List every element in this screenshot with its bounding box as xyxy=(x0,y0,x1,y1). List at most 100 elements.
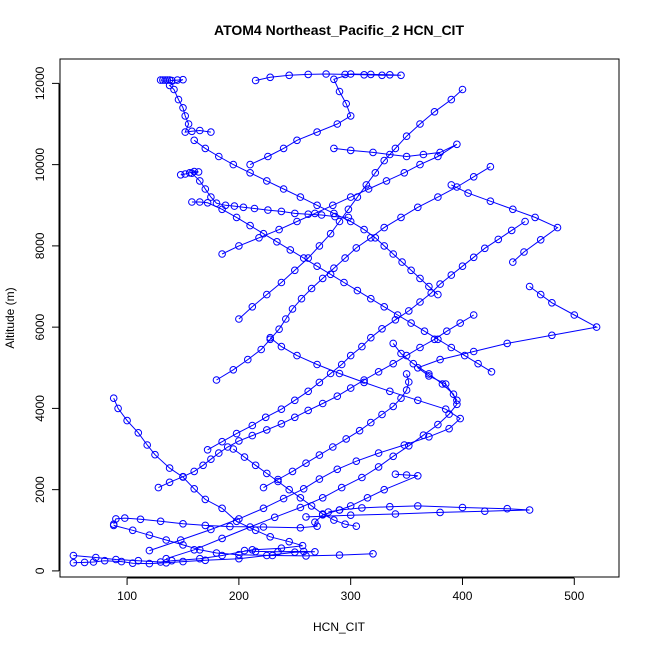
data-point xyxy=(364,185,373,193)
data-point xyxy=(285,71,294,80)
data-point xyxy=(248,431,257,440)
data-point xyxy=(330,516,338,524)
data-point xyxy=(232,213,241,222)
data-point xyxy=(386,387,394,396)
y-tick-label: 4000 xyxy=(33,395,47,422)
data-point xyxy=(330,144,338,153)
data-point xyxy=(277,544,286,553)
data-point xyxy=(474,359,482,368)
data-point xyxy=(251,76,260,85)
data-point xyxy=(326,229,335,238)
data-point xyxy=(296,524,305,532)
data-point xyxy=(407,266,415,275)
data-point xyxy=(371,169,380,177)
data-point xyxy=(215,449,223,457)
y-tick-label: 8000 xyxy=(33,232,47,259)
data-point xyxy=(447,343,456,352)
series-line-14 xyxy=(191,201,492,373)
data-point xyxy=(156,558,165,566)
data-point xyxy=(425,282,433,291)
data-point xyxy=(531,213,539,222)
data-point xyxy=(592,323,601,331)
data-point xyxy=(441,380,450,388)
data-point xyxy=(302,513,310,521)
data-point xyxy=(264,152,272,161)
data-point xyxy=(143,441,151,449)
data-point xyxy=(188,127,196,136)
data-point xyxy=(367,70,375,79)
data-point xyxy=(434,152,442,161)
data-point xyxy=(259,504,268,513)
data-point xyxy=(235,554,243,563)
data-point xyxy=(248,546,257,554)
data-point xyxy=(165,81,174,90)
data-point xyxy=(520,248,528,256)
data-point xyxy=(285,485,294,494)
data-point xyxy=(414,472,422,480)
data-point xyxy=(416,160,424,169)
data-point xyxy=(378,325,386,333)
data-point xyxy=(318,399,327,408)
data-point xyxy=(453,400,461,409)
data-point xyxy=(315,475,324,483)
data-point xyxy=(246,160,254,169)
data-point xyxy=(416,343,424,352)
data-point xyxy=(80,558,89,567)
data-point xyxy=(291,266,299,275)
data-point xyxy=(380,485,389,494)
data-point xyxy=(346,146,355,155)
data-point xyxy=(369,550,377,558)
data-point xyxy=(352,522,361,531)
data-point xyxy=(304,70,313,79)
data-point xyxy=(145,531,154,540)
data-point xyxy=(414,203,422,212)
data-point xyxy=(114,404,122,413)
data-point xyxy=(487,368,496,376)
data-point xyxy=(196,546,204,554)
series-line-9 xyxy=(238,89,463,320)
data-point xyxy=(239,203,248,212)
data-point xyxy=(196,126,204,135)
data-point xyxy=(397,394,405,403)
data-point xyxy=(179,557,187,566)
data-point xyxy=(397,349,405,358)
data-point xyxy=(313,522,321,531)
data-point xyxy=(201,556,210,565)
data-point xyxy=(275,325,283,334)
data-point xyxy=(367,294,375,303)
data-point xyxy=(286,246,295,254)
data-point xyxy=(190,167,198,176)
data-point xyxy=(548,299,556,307)
series-line-16 xyxy=(249,73,402,166)
data-point xyxy=(503,339,512,348)
data-point xyxy=(121,514,129,522)
data-point xyxy=(218,504,226,513)
data-point xyxy=(168,76,176,85)
data-point xyxy=(405,378,413,386)
data-point xyxy=(207,193,215,201)
x-tick-label: 400 xyxy=(452,589,472,603)
data-point xyxy=(342,99,351,108)
data-point xyxy=(434,335,442,344)
data-point xyxy=(360,378,368,387)
data-point xyxy=(443,327,451,336)
data-point xyxy=(335,551,344,559)
data-point xyxy=(509,205,517,214)
data-point xyxy=(402,152,411,161)
data-point xyxy=(136,515,145,524)
data-point xyxy=(246,221,254,230)
data-point xyxy=(397,71,405,80)
data-point xyxy=(165,478,174,487)
data-point xyxy=(509,258,517,266)
data-point xyxy=(469,253,478,262)
data-point xyxy=(386,150,394,159)
data-point xyxy=(270,513,279,522)
data-point xyxy=(360,376,368,384)
data-point xyxy=(333,465,342,474)
data-point xyxy=(441,405,450,414)
data-point xyxy=(235,515,243,523)
data-point xyxy=(456,319,465,327)
data-point xyxy=(279,144,288,153)
data-point xyxy=(436,508,444,517)
